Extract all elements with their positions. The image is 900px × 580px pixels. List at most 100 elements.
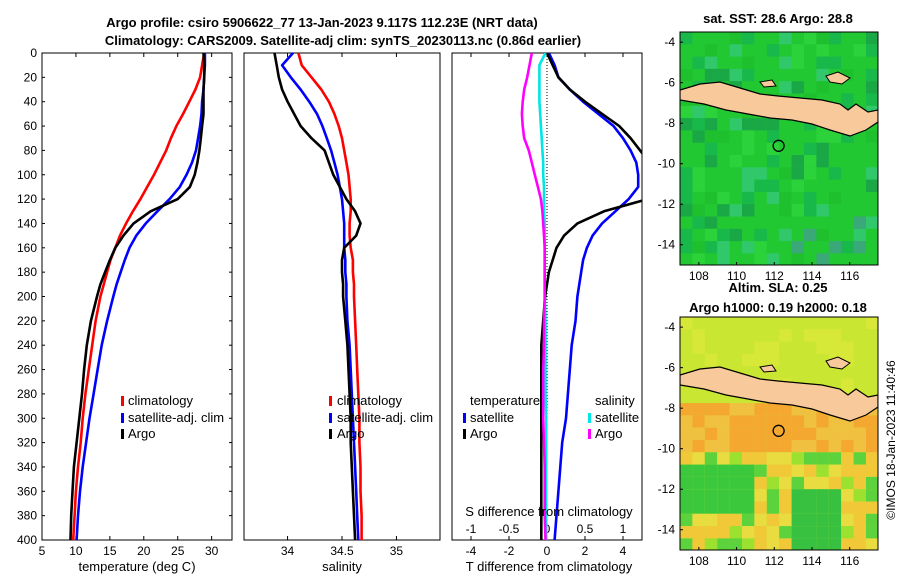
- sla-cell: [828, 452, 842, 465]
- lon-tick-label: 114: [802, 554, 821, 568]
- series-line-t-satellite: [547, 53, 640, 540]
- sla-cell: [692, 476, 705, 490]
- sla-cell: [791, 440, 804, 453]
- sst-cell: [779, 32, 792, 45]
- sst-cell: [680, 204, 693, 217]
- sst-cell: [692, 130, 705, 143]
- x-tick-label: 34: [281, 544, 295, 558]
- sla-cell: [742, 501, 755, 514]
- temperature-panel: 0204060801001201401601802002202402602803…: [17, 46, 642, 574]
- sst-cell: [692, 105, 705, 119]
- salinity-panel: 34 34.5 35 salinity climatology satellite-…: [243, 52, 441, 574]
- sst-cell: [729, 118, 742, 131]
- sla-cell: [742, 513, 755, 527]
- sla-cell: [754, 415, 767, 428]
- sst-cell: [841, 241, 854, 254]
- sla-cell: [754, 440, 767, 453]
- sst-cell: [804, 32, 817, 45]
- sla-map-title-line1: Altim. SLA: 0.25: [729, 280, 828, 295]
- lat-tick-label: -8: [664, 401, 675, 415]
- sla-cell: [692, 341, 705, 354]
- sla-cell: [779, 452, 792, 465]
- sst-cell: [816, 56, 829, 69]
- sla-map-panel: Altim. SLA: 0.25 Argo h1000: 0.19 h2000:…: [658, 280, 879, 568]
- sla-cell: [804, 501, 817, 514]
- depth-tick-label: 360: [17, 484, 37, 498]
- sst-cell: [704, 44, 718, 57]
- s-diff-tick-label: 0.5: [577, 522, 594, 536]
- sst-cell: [791, 167, 804, 180]
- sla-cell: [754, 489, 767, 502]
- sla-cell: [866, 415, 878, 428]
- lat-tick-label: -14: [658, 523, 676, 537]
- s-diff-tick-label: 1: [620, 522, 627, 536]
- sla-cell: [754, 403, 767, 416]
- depth-tick-label: 280: [17, 387, 37, 401]
- sla-cell: [692, 452, 705, 465]
- sla-cell: [766, 476, 780, 490]
- sla-cell: [766, 489, 780, 502]
- sla-cell: [704, 415, 718, 428]
- sla-cell: [717, 476, 730, 490]
- sla-cell: [680, 501, 693, 514]
- sla-cell: [841, 501, 854, 514]
- sla-cell: [729, 440, 742, 453]
- sla-cell: [866, 538, 878, 550]
- sla-cell: [853, 489, 866, 502]
- sst-cell: [754, 228, 767, 242]
- depth-tick-label: 240: [17, 338, 37, 352]
- sla-cell: [779, 329, 792, 342]
- sst-cell: [742, 56, 755, 69]
- series-line-satellite-adj-clim: [280, 52, 360, 541]
- depth-tick-label: 260: [17, 363, 37, 377]
- sla-cell: [742, 489, 755, 502]
- lon-tick-label: 108: [689, 554, 709, 568]
- sla-cell: [853, 476, 866, 490]
- sst-cell: [680, 179, 693, 192]
- legend-label-s-argo: Argo: [595, 426, 622, 441]
- sla-cell: [804, 329, 817, 342]
- sst-cell: [704, 155, 718, 168]
- sla-cell: [816, 341, 829, 354]
- java-landmass: [680, 81, 878, 137]
- sla-cell: [692, 489, 705, 502]
- sla-cell: [779, 501, 792, 514]
- sla-cell: [841, 440, 854, 453]
- sst-cell: [779, 56, 792, 69]
- sla-cell: [804, 538, 817, 550]
- sla-cell: [742, 403, 755, 416]
- sla-cell: [766, 353, 780, 367]
- salinity-lines: [273, 52, 363, 541]
- sla-cell: [791, 513, 804, 527]
- sla-cell: [841, 378, 854, 391]
- legend-swatch-climatology: [121, 396, 124, 406]
- sst-cell: [742, 167, 755, 180]
- sla-cell: [804, 427, 817, 440]
- sst-cell: [828, 191, 842, 205]
- sla-cell: [717, 403, 730, 416]
- sst-cell: [680, 228, 693, 242]
- sla-cell: [816, 501, 829, 514]
- sla-cell: [828, 476, 842, 490]
- sst-cell: [866, 216, 878, 229]
- sst-cell: [717, 130, 730, 143]
- sla-cell: [754, 526, 767, 539]
- sla-cell: [704, 489, 718, 502]
- legend-label-s-satellite: satellite: [595, 410, 639, 425]
- sst-cell: [704, 68, 718, 82]
- sst-cell: [791, 241, 804, 254]
- sla-cell: [816, 440, 829, 453]
- sst-cell: [816, 44, 829, 57]
- sst-cell: [866, 130, 878, 143]
- legend-swatch-climatology: [329, 396, 332, 406]
- sst-cell: [853, 228, 866, 242]
- sst-cell: [692, 241, 705, 254]
- sst-cell: [742, 191, 755, 205]
- sst-cell: [717, 228, 730, 242]
- sla-cell: [717, 489, 730, 502]
- legend-label-t-argo: Argo: [470, 426, 497, 441]
- sla-cell: [853, 513, 866, 527]
- sla-cell: [692, 329, 705, 342]
- legend-title-salinity: salinity: [595, 393, 635, 408]
- sla-cell: [742, 452, 755, 465]
